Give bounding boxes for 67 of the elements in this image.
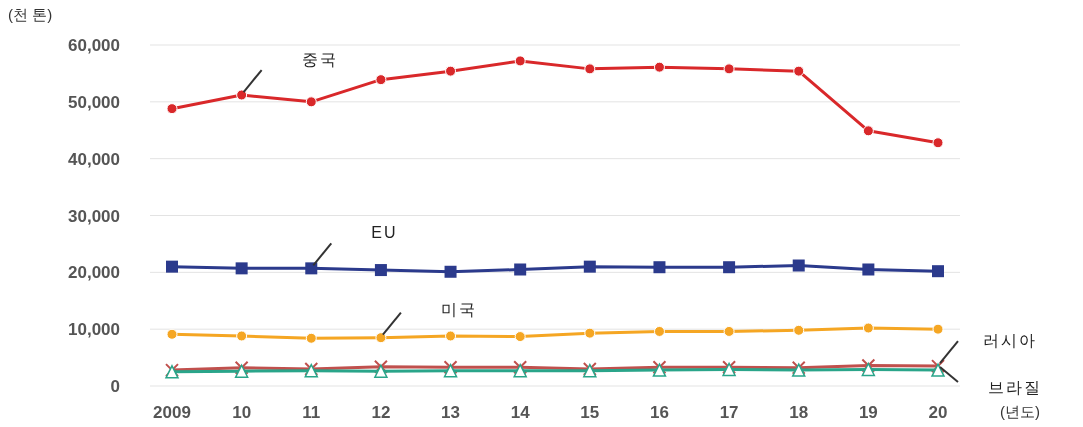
y-tick-label: 20,000 (68, 263, 120, 283)
x-tick-label: 13 (441, 403, 461, 422)
series-label: EU (371, 224, 398, 242)
point (653, 61, 665, 73)
point (445, 330, 457, 342)
series-label: 중국 (301, 51, 338, 69)
point (514, 263, 527, 276)
point (723, 325, 735, 337)
y-tick-label: 40,000 (68, 149, 120, 169)
point (861, 358, 876, 373)
point (374, 264, 387, 277)
point (166, 103, 178, 115)
point (862, 125, 874, 137)
point (862, 263, 875, 276)
point (375, 332, 387, 344)
point (583, 260, 596, 273)
x-tick-label: 11 (302, 403, 321, 422)
x-tick-label: 12 (371, 403, 391, 422)
point (166, 260, 178, 273)
point (514, 55, 526, 67)
point (374, 364, 388, 378)
x-tick-label: 18 (789, 403, 809, 422)
point (584, 327, 596, 339)
point (305, 96, 317, 108)
point (932, 137, 944, 149)
point (653, 261, 666, 274)
y-tick-label: 10,000 (68, 320, 120, 340)
point (375, 74, 387, 86)
point (234, 364, 249, 378)
point (584, 63, 596, 75)
point (236, 330, 248, 342)
y-tick-label: 60,000 (68, 36, 120, 55)
point (792, 259, 805, 272)
text: 러시아 (983, 332, 1037, 350)
y-tick-label: 0 (110, 377, 120, 396)
text: 브라질 (988, 379, 1042, 397)
x-tick-label: 17 (719, 403, 739, 422)
point (723, 63, 735, 75)
point (861, 362, 876, 377)
x-tick-label: 20 (928, 403, 948, 422)
point (723, 261, 736, 274)
x-tick-label: 2009 (153, 403, 191, 422)
point (236, 89, 248, 101)
y-tick-label: 50,000 (68, 92, 120, 112)
point (932, 265, 944, 278)
y-axis-title: (천 톤) (8, 6, 53, 23)
point (793, 65, 805, 77)
point (931, 363, 945, 377)
x-tick-label: 14 (510, 403, 531, 422)
point (653, 325, 665, 337)
x-tick-label: 10 (232, 403, 252, 422)
point (514, 331, 526, 343)
point (305, 262, 318, 275)
point (305, 332, 317, 344)
point (793, 324, 805, 336)
point (166, 328, 178, 340)
point (862, 322, 874, 334)
point (932, 323, 944, 335)
y-tick-label: 30,000 (68, 206, 120, 226)
series-label: 미국 (440, 300, 477, 318)
x-tick-label: 16 (649, 403, 669, 422)
point (235, 262, 248, 275)
x-axis-title: (년도) (1000, 403, 1040, 420)
point (444, 265, 457, 278)
point (445, 65, 457, 77)
x-tick-label: 15 (580, 403, 600, 422)
x-tick-label: 19 (858, 403, 878, 422)
